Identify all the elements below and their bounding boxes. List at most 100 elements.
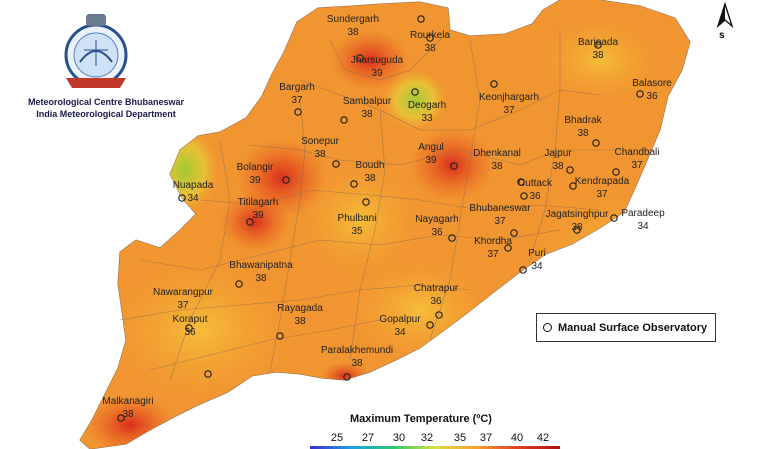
station-marker-malkanagiri xyxy=(117,414,125,422)
station-value-rayagada: 38 xyxy=(294,316,306,327)
colorbar-tick: 40 xyxy=(510,432,524,444)
station-marker-nuapada xyxy=(178,194,186,202)
station-marker-jharsuguda xyxy=(356,54,364,62)
station-name-chandbali: Chandbali xyxy=(614,147,659,158)
station-name-khordha: Khordha xyxy=(474,236,512,247)
station-name-jharsuguda: Jharsuguda xyxy=(351,55,404,66)
station-name-dhenkanal: Dhenkanal xyxy=(473,148,521,159)
legend-box: Manual Surface Observatory xyxy=(536,313,716,342)
station-value-malkanagiri: 38 xyxy=(122,409,134,420)
station-value-sonepur: 38 xyxy=(314,149,326,160)
legend-label: Manual Surface Observatory xyxy=(558,321,708,334)
station-marker-jajpur xyxy=(566,166,574,174)
station-name-angul: Angul xyxy=(418,142,444,153)
station-marker-gopalpur xyxy=(426,321,434,329)
station-name-malkanagiri: Malkanagiri xyxy=(102,396,153,407)
station-marker-rourkela xyxy=(426,34,434,42)
station-value-paralakhemundi: 38 xyxy=(351,358,363,369)
station-marker-puri xyxy=(519,266,527,274)
station-name-nawarangpur: Nawarangpur xyxy=(153,287,214,298)
station-name-paradeep: Paradeep xyxy=(621,208,665,219)
station-value-sambalpur: 38 xyxy=(361,109,373,120)
colorbar xyxy=(310,446,560,449)
station-name-puri: Puri xyxy=(528,248,546,259)
station-value-angul: 39 xyxy=(425,155,437,166)
station-marker-cuttack xyxy=(520,192,528,200)
station-marker-koraput xyxy=(204,370,212,378)
imd-logo xyxy=(64,14,128,88)
colorbar-tick: 35 xyxy=(453,432,467,444)
station-value-bolangir: 39 xyxy=(249,175,261,186)
station-marker-sundergarh xyxy=(417,15,425,23)
station-name-phulbani: Phulbani xyxy=(338,213,377,224)
station-name-bargarh: Bargarh xyxy=(279,82,315,93)
station-name-deogarh: Deogarh xyxy=(408,100,446,111)
station-marker-bhadrak xyxy=(592,139,600,147)
station-name-bhawanipatna: Bhawanipatna xyxy=(229,260,293,271)
station-name-nayagarh: Nayagarh xyxy=(415,214,458,225)
station-name-chatrapur: Chatrapur xyxy=(414,283,459,294)
station-marker-nayagarh xyxy=(448,234,456,242)
station-marker-boudh xyxy=(350,180,358,188)
station-marker-kendrapada xyxy=(569,182,577,190)
station-value-rourkela: 38 xyxy=(424,43,436,54)
station-name-jajpur: Jajpur xyxy=(544,148,572,159)
station-marker-titilagarh xyxy=(246,218,254,226)
org-line-2: India Meteorological Department xyxy=(36,109,176,119)
station-value-bhadrak: 38 xyxy=(577,128,589,139)
station-value-boudh: 38 xyxy=(364,173,376,184)
station-value-khordha: 37 xyxy=(487,249,499,260)
station-marker-sonepur xyxy=(332,160,340,168)
station-marker-rayagada xyxy=(276,332,284,340)
station-name-sonepur: Sonepur xyxy=(301,136,339,147)
station-marker-bhawanipatna xyxy=(235,280,243,288)
station-name-paralakhemundi: Paralakhemundi xyxy=(321,345,393,356)
station-name-nuapada: Nuapada xyxy=(173,180,214,191)
station-value-puri: 34 xyxy=(531,261,543,272)
station-marker-angul xyxy=(450,162,458,170)
station-marker-jagatsinghpur xyxy=(573,226,581,234)
station-value-koraput: 36 xyxy=(184,327,196,338)
station-name-gopalpur: Gopalpur xyxy=(379,314,421,325)
station-value-bargarh: 37 xyxy=(291,95,303,106)
colorbar-title: Maximum Temperature (ºC) xyxy=(350,413,492,425)
colorbar-tick: 25 xyxy=(330,432,344,444)
organization-name: Meteorological Centre Bhubaneswar India … xyxy=(6,96,206,120)
station-name-keonjhargarh: Keonjhargarh xyxy=(479,92,539,103)
colorbar-tick: 30 xyxy=(392,432,406,444)
station-marker-paradeep xyxy=(610,214,618,222)
station-marker-deogarh xyxy=(411,88,419,96)
org-line-1: Meteorological Centre Bhubaneswar xyxy=(27,97,185,107)
station-marker-phulbani xyxy=(362,198,370,206)
station-marker-bolangir xyxy=(282,176,290,184)
north-label: s xyxy=(719,30,725,41)
station-marker-bargarh xyxy=(294,108,302,116)
station-marker-balasore xyxy=(636,90,644,98)
colorbar-tick: 42 xyxy=(536,432,550,444)
station-name-cuttack: Cuttack xyxy=(518,178,553,189)
station-name-sambalpur: Sambalpur xyxy=(343,96,392,107)
station-marker-paralakhemundi xyxy=(343,373,351,381)
station-name-titilagarh: Titilagarh xyxy=(238,197,279,208)
station-marker-sambalpur xyxy=(340,116,348,124)
station-marker-baripada xyxy=(594,41,602,49)
station-value-sundergarh: 38 xyxy=(347,27,359,38)
station-value-jharsuguda: 39 xyxy=(371,68,383,79)
colorbar-ticks: 25 27 30 32 35 37 40 42 xyxy=(323,432,553,444)
colorbar-tick: 27 xyxy=(361,432,375,444)
colorbar-tick: 32 xyxy=(420,432,434,444)
station-value-titilagarh: 39 xyxy=(252,210,264,221)
station-value-nuapada: 34 xyxy=(187,193,199,204)
station-name-bolangir: Bolangir xyxy=(237,162,274,173)
station-marker-chandbali xyxy=(612,168,620,176)
station-value-gopalpur: 34 xyxy=(394,327,406,338)
station-name-rourkela: Rourkela xyxy=(410,30,450,41)
station-value-nayagarh: 36 xyxy=(431,227,443,238)
station-name-bhadrak: Bhadrak xyxy=(564,115,602,126)
station-value-kendrapada: 37 xyxy=(596,189,608,200)
station-marker-nawarangpur xyxy=(185,324,193,332)
station-marker-bhubaneswar xyxy=(510,229,518,237)
station-marker-keonjhargarh xyxy=(490,80,498,88)
station-layer: Sundergarh 38 Rourkela 38 Jharsuguda 39 Baripa… xyxy=(102,14,672,422)
